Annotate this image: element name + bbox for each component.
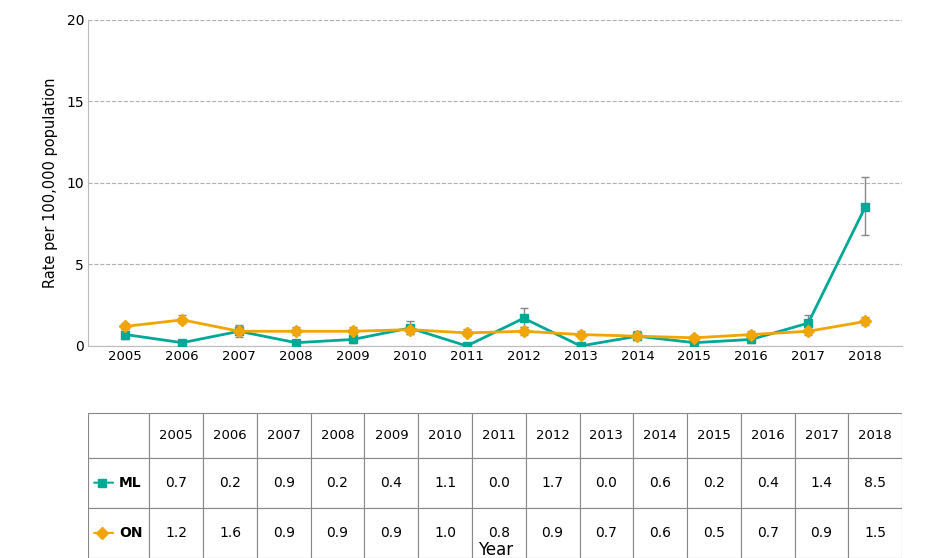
- Text: 1.0: 1.0: [434, 526, 456, 540]
- Bar: [311, 458, 365, 508]
- Text: 1.1: 1.1: [434, 475, 456, 490]
- Text: 0.6: 0.6: [649, 475, 671, 490]
- Text: 0.2: 0.2: [219, 475, 241, 490]
- Bar: [848, 413, 902, 458]
- Bar: [848, 508, 902, 558]
- Bar: [794, 508, 848, 558]
- Bar: [687, 458, 741, 508]
- Bar: [365, 508, 418, 558]
- Bar: [311, 508, 365, 558]
- Bar: [311, 413, 365, 458]
- Bar: [633, 458, 687, 508]
- Y-axis label: Rate per 100,000 population: Rate per 100,000 population: [43, 78, 59, 288]
- Text: 0.7: 0.7: [595, 526, 618, 540]
- Bar: [741, 458, 794, 508]
- Text: 1.5: 1.5: [864, 526, 886, 540]
- Bar: [257, 508, 311, 558]
- Bar: [794, 413, 848, 458]
- Bar: [472, 458, 525, 508]
- Text: 2012: 2012: [536, 429, 569, 442]
- Bar: [203, 508, 257, 558]
- Text: 1.2: 1.2: [166, 526, 187, 540]
- Text: 2018: 2018: [858, 429, 892, 442]
- Bar: [579, 458, 633, 508]
- Text: 1.7: 1.7: [541, 475, 564, 490]
- Text: 8.5: 8.5: [864, 475, 886, 490]
- Text: ON: ON: [119, 526, 142, 540]
- Text: 2010: 2010: [428, 429, 462, 442]
- Bar: [88, 413, 150, 458]
- Text: 2016: 2016: [751, 429, 785, 442]
- Text: 0.9: 0.9: [380, 526, 403, 540]
- Bar: [257, 413, 311, 458]
- Bar: [88, 508, 150, 558]
- Bar: [365, 458, 418, 508]
- Text: ML: ML: [119, 475, 141, 490]
- Bar: [418, 508, 472, 558]
- Text: Year: Year: [478, 541, 512, 558]
- Bar: [579, 413, 633, 458]
- Bar: [579, 508, 633, 558]
- Bar: [418, 413, 472, 458]
- Text: 0.9: 0.9: [541, 526, 564, 540]
- Bar: [687, 413, 741, 458]
- Bar: [633, 413, 687, 458]
- Text: 2017: 2017: [804, 429, 838, 442]
- Text: 0.7: 0.7: [166, 475, 187, 490]
- Bar: [848, 458, 902, 508]
- Text: 1.6: 1.6: [219, 526, 241, 540]
- Bar: [257, 458, 311, 508]
- Text: 1.4: 1.4: [810, 475, 832, 490]
- Bar: [365, 413, 418, 458]
- Bar: [203, 458, 257, 508]
- Text: 0.9: 0.9: [810, 526, 832, 540]
- Text: 0.7: 0.7: [757, 526, 778, 540]
- Text: 0.4: 0.4: [757, 475, 778, 490]
- Text: 2008: 2008: [321, 429, 354, 442]
- Bar: [150, 458, 203, 508]
- Text: 0.9: 0.9: [326, 526, 349, 540]
- Text: 0.6: 0.6: [649, 526, 671, 540]
- Text: 2013: 2013: [590, 429, 623, 442]
- Text: 0.8: 0.8: [488, 526, 510, 540]
- Bar: [150, 413, 203, 458]
- Bar: [472, 508, 525, 558]
- Text: 2006: 2006: [213, 429, 246, 442]
- Text: 0.4: 0.4: [380, 475, 403, 490]
- Bar: [633, 508, 687, 558]
- Bar: [150, 508, 203, 558]
- Bar: [741, 508, 794, 558]
- Text: 2014: 2014: [644, 429, 677, 442]
- Text: 0.9: 0.9: [272, 475, 295, 490]
- Text: 2007: 2007: [267, 429, 300, 442]
- Text: 2009: 2009: [375, 429, 408, 442]
- Text: 2005: 2005: [159, 429, 193, 442]
- Text: 2015: 2015: [697, 429, 731, 442]
- Bar: [88, 458, 150, 508]
- Bar: [472, 413, 525, 458]
- Bar: [687, 508, 741, 558]
- Bar: [794, 458, 848, 508]
- Text: 2011: 2011: [482, 429, 516, 442]
- Text: 0.0: 0.0: [488, 475, 510, 490]
- Text: 0.2: 0.2: [703, 475, 724, 490]
- Bar: [525, 458, 579, 508]
- Bar: [525, 508, 579, 558]
- Text: 0.5: 0.5: [703, 526, 724, 540]
- Text: 0.0: 0.0: [595, 475, 618, 490]
- Bar: [741, 413, 794, 458]
- Text: 0.9: 0.9: [272, 526, 295, 540]
- Bar: [203, 413, 257, 458]
- Text: 0.2: 0.2: [326, 475, 349, 490]
- Bar: [525, 413, 579, 458]
- Bar: [418, 458, 472, 508]
